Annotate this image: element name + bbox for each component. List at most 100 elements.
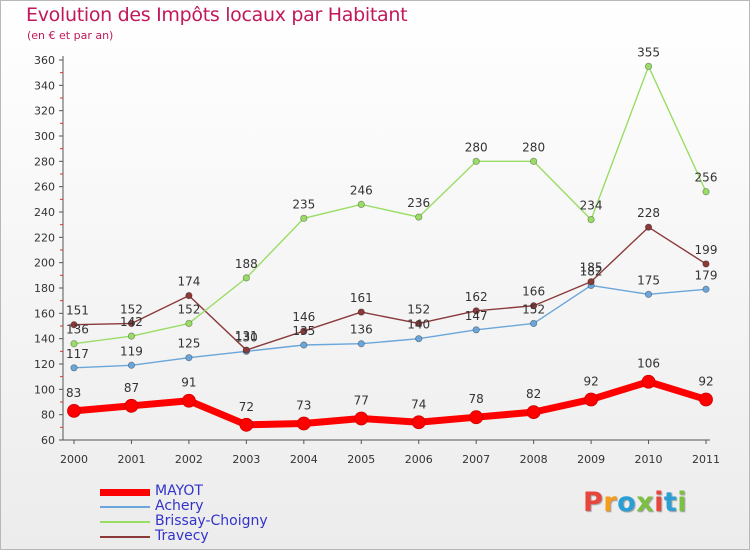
series-line-travecy — [73, 226, 707, 351]
data-label-achery: 136 — [350, 323, 373, 337]
data-label-mayot: 92 — [583, 374, 598, 388]
y-tick-label: 260 — [34, 181, 55, 194]
series-line-mayot — [70, 378, 710, 429]
data-label-travecy: 228 — [637, 206, 660, 220]
data-point-travecy — [300, 327, 308, 335]
y-tick-label: 300 — [34, 130, 55, 143]
data-label-brissay-choigny: 188 — [235, 257, 258, 271]
data-point-brissay-choigny — [357, 200, 365, 208]
data-label-mayot: 82 — [526, 387, 541, 401]
legend-label-travecy: Travecy — [155, 528, 209, 544]
data-label-mayot: 83 — [66, 386, 81, 400]
data-point-travecy — [472, 307, 480, 315]
legend-swatch-mayot — [100, 489, 150, 496]
data-label-travecy: 152 — [407, 302, 430, 316]
data-label-travecy: 166 — [522, 285, 545, 299]
data-label-mayot: 74 — [411, 397, 426, 411]
proxiti-logo: Proxiti — [583, 487, 687, 518]
data-point-brissay-choigny — [644, 62, 653, 70]
chart-title: Evolution des Impôts locaux par Habitant — [26, 4, 408, 26]
data-label-mayot: 87 — [124, 381, 139, 395]
data-label-mayot: 92 — [698, 374, 713, 388]
data-label-achery: 175 — [637, 273, 660, 287]
chart-subtitle: (en € et par an) — [27, 29, 114, 42]
data-label-achery: 125 — [177, 337, 200, 351]
x-tick-label: 2005 — [347, 453, 375, 466]
x-tick-label: 2008 — [520, 453, 548, 466]
y-tick-label: 220 — [34, 231, 55, 244]
data-point-achery — [530, 319, 538, 328]
data-label-achery: 119 — [120, 344, 143, 358]
data-point-travecy — [242, 346, 250, 354]
data-point-brissay-choigny — [242, 274, 250, 282]
data-point-brissay-choigny — [70, 340, 78, 348]
data-point-mayot — [182, 393, 196, 408]
y-tick-label: 240 — [34, 206, 55, 219]
y-tick-label: 320 — [34, 105, 55, 118]
data-point-travecy — [70, 321, 78, 329]
data-point-achery — [357, 340, 365, 348]
data-point-mayot — [67, 403, 81, 418]
y-tick-label: 100 — [34, 383, 55, 396]
data-point-brissay-choigny — [702, 188, 710, 196]
logo-letter: P — [583, 487, 604, 518]
data-point-brissay-choigny — [587, 216, 595, 224]
data-point-achery — [185, 354, 193, 362]
y-tick-label: 200 — [34, 257, 55, 270]
data-point-mayot — [239, 417, 254, 432]
data-label-travecy: 152 — [120, 302, 143, 316]
y-tick-label: 360 — [34, 54, 55, 67]
y-tick-label: 140 — [34, 333, 55, 346]
data-point-travecy — [357, 308, 365, 316]
series-line-brissay-choigny — [73, 65, 707, 345]
data-label-achery: 147 — [465, 309, 488, 323]
data-point-achery — [472, 326, 480, 334]
data-point-brissay-choigny — [530, 157, 538, 165]
data-point-travecy — [587, 278, 595, 286]
data-point-mayot — [641, 374, 656, 389]
x-tick-label: 2002 — [175, 453, 203, 466]
data-label-travecy: 161 — [350, 291, 373, 305]
data-label-brissay-choigny: 234 — [580, 199, 603, 213]
data-point-achery — [702, 285, 710, 293]
data-label-mayot: 78 — [469, 392, 484, 406]
data-point-achery — [70, 364, 78, 372]
data-label-travecy: 131 — [235, 329, 258, 343]
x-tick-label: 2001 — [117, 453, 145, 466]
data-point-brissay-choigny — [472, 157, 480, 165]
x-tick-label: 2004 — [290, 453, 318, 466]
data-label-achery: 130 — [235, 330, 258, 344]
logo-letter: r — [603, 487, 618, 518]
data-point-mayot — [411, 415, 426, 430]
data-label-brissay-choigny: 136 — [66, 323, 89, 337]
x-tick-label: 2010 — [635, 453, 663, 466]
logo-letter: o — [617, 487, 637, 518]
data-label-achery: 182 — [580, 264, 603, 278]
data-label-brissay-choigny: 280 — [522, 140, 545, 154]
x-tick-label: 2009 — [577, 453, 605, 466]
data-label-brissay-choigny: 235 — [292, 197, 315, 211]
data-label-brissay-choigny: 236 — [407, 196, 430, 210]
legend-swatch-brissay-choigny — [100, 521, 150, 523]
y-tick-label: 180 — [34, 282, 55, 295]
data-point-travecy — [185, 291, 193, 300]
y-tick-label: 60 — [41, 434, 55, 447]
data-point-mayot — [296, 416, 311, 431]
data-label-brissay-choigny: 355 — [637, 45, 660, 59]
data-label-brissay-choigny: 256 — [695, 171, 718, 185]
logo-letter: x — [636, 487, 655, 518]
legend-label-achery: Achery — [155, 498, 204, 514]
data-label-achery: 152 — [522, 302, 545, 316]
data-label-travecy: 146 — [292, 310, 315, 324]
legend-label-brissay-choigny: Brissay-Choigny — [155, 513, 268, 529]
data-point-mayot — [124, 398, 139, 413]
data-point-achery — [415, 335, 423, 343]
data-point-brissay-choigny — [185, 319, 193, 328]
x-tick-label: 2003 — [232, 453, 260, 466]
data-point-brissay-choigny — [415, 213, 423, 221]
y-tick-label: 80 — [41, 409, 55, 422]
data-label-mayot: 72 — [239, 400, 254, 414]
series-line-achery — [73, 284, 707, 369]
